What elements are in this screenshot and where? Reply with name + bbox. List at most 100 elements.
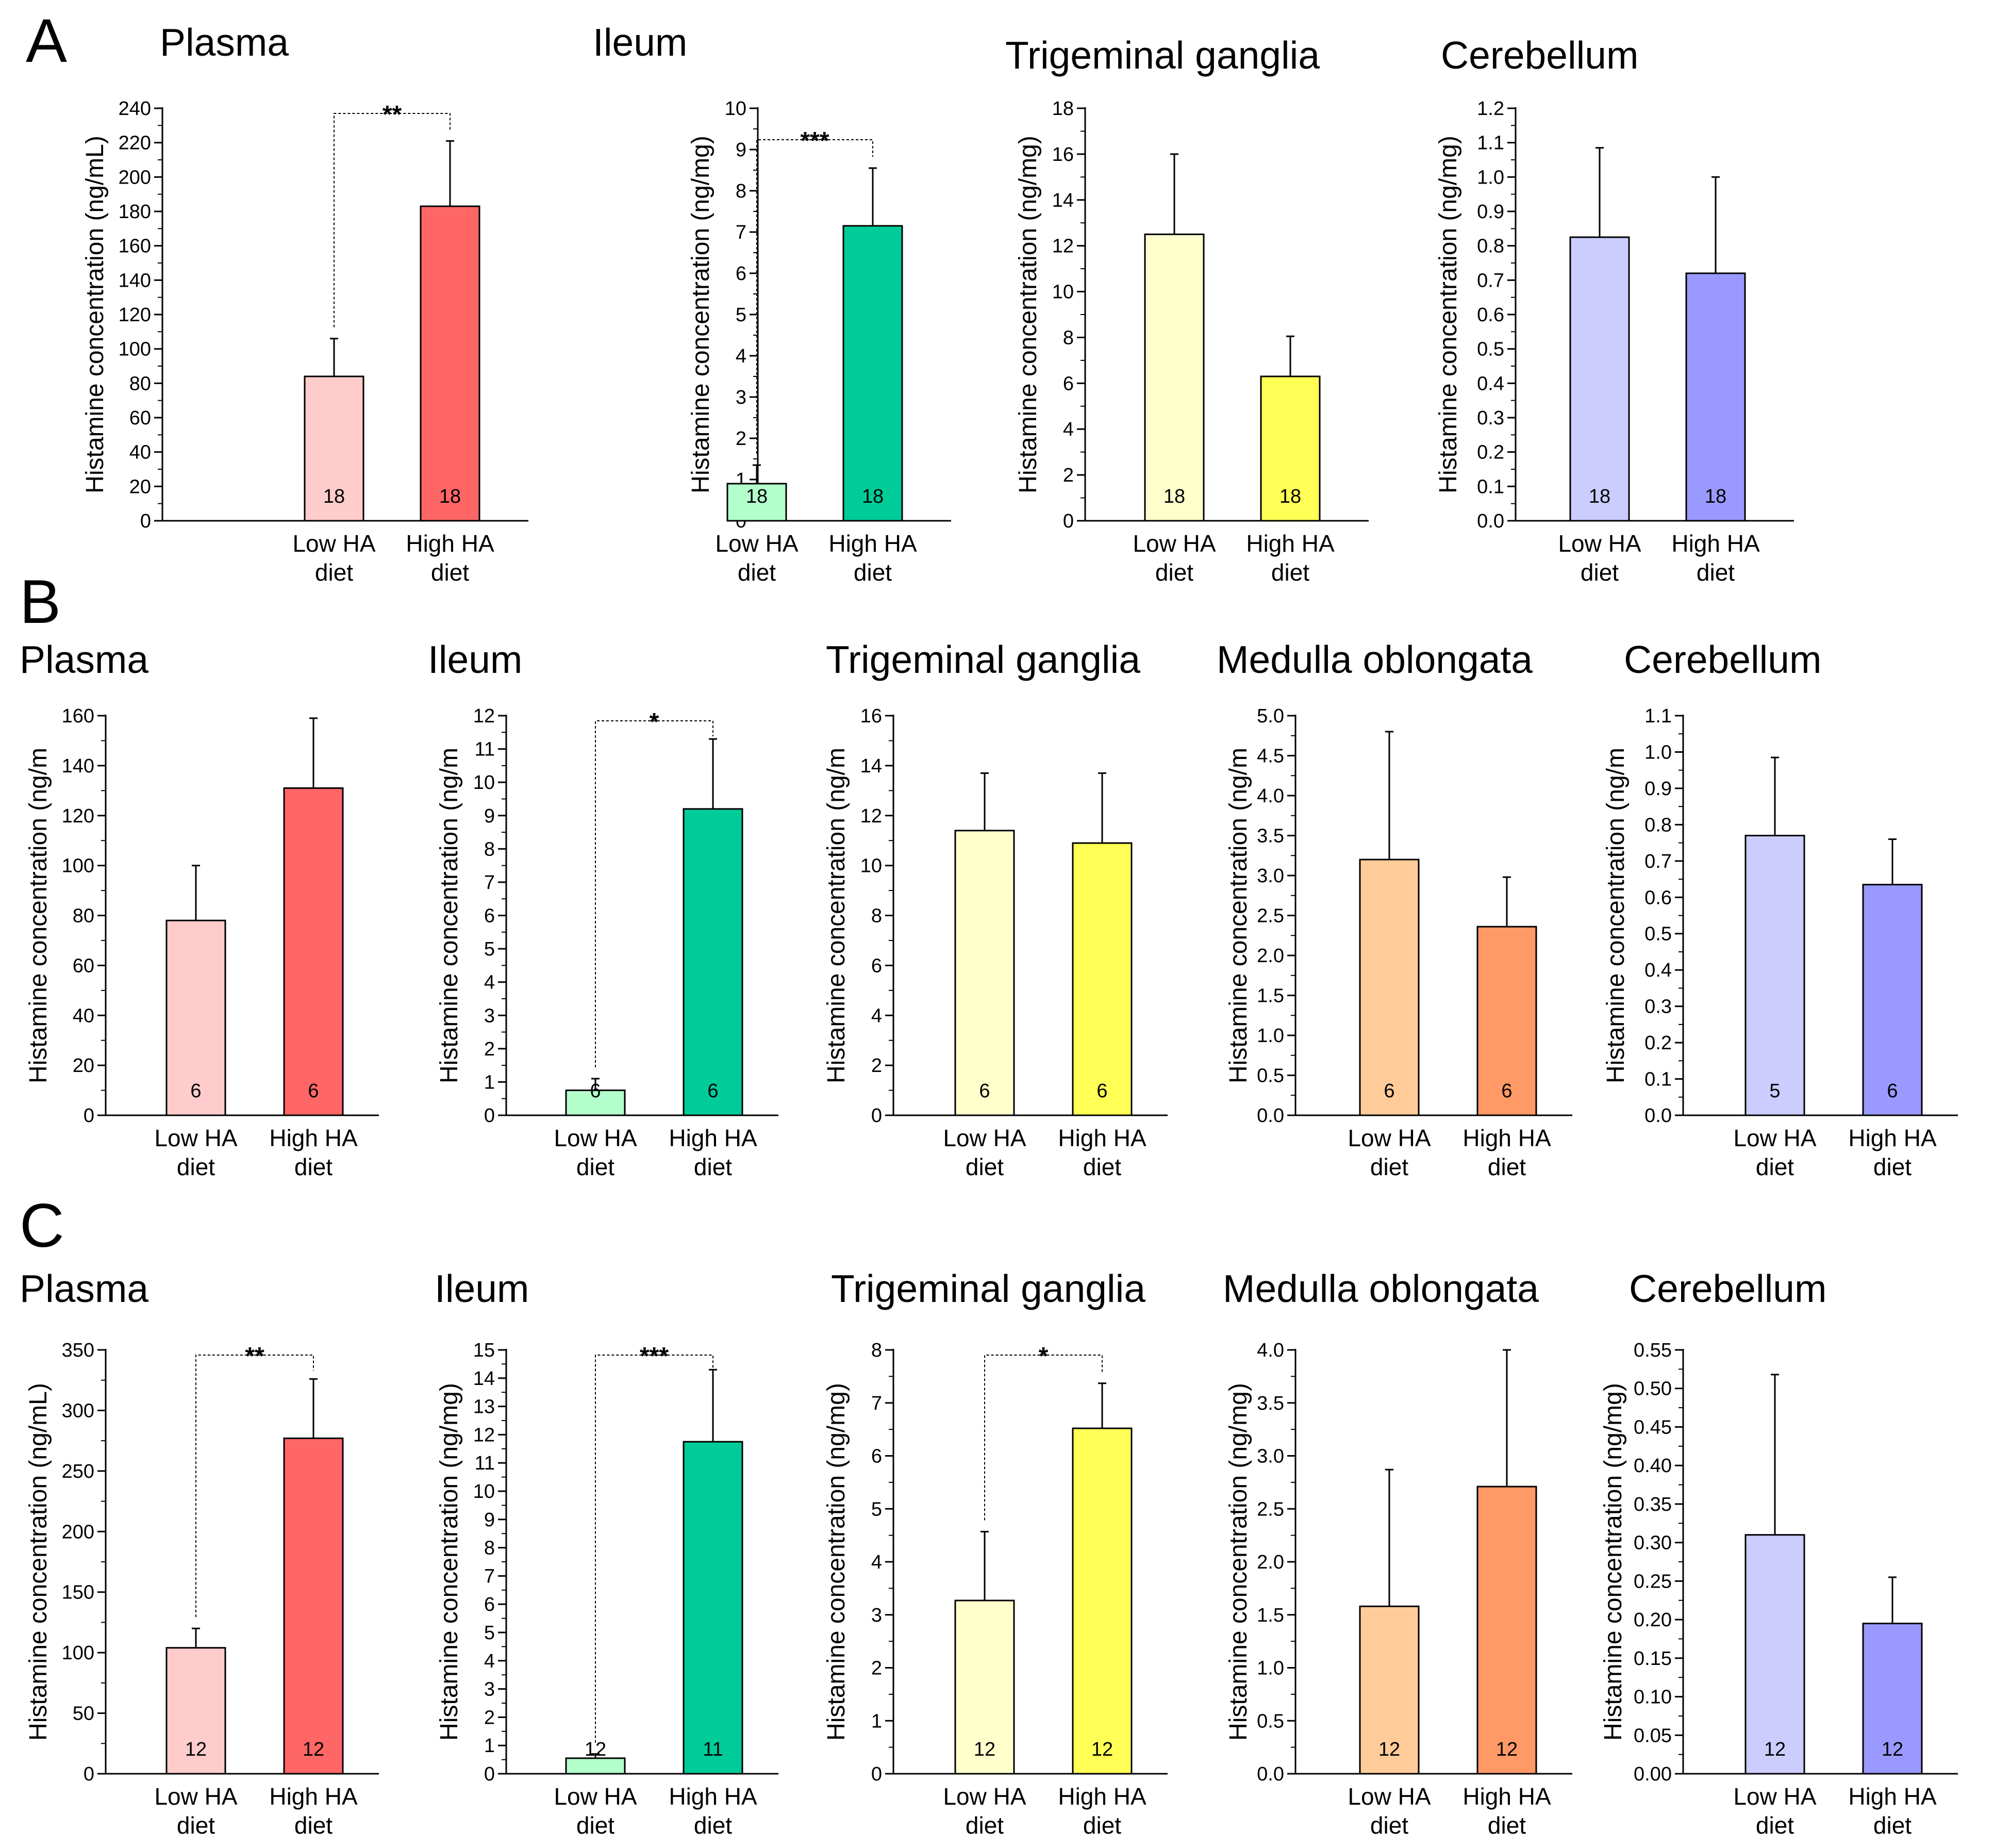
x-category-label: diet: [694, 1812, 732, 1839]
x-category-label: High HA: [669, 1125, 757, 1151]
y-tick-label: 9: [484, 805, 495, 827]
n-label: 18: [1589, 486, 1610, 507]
chart-title: Plasma: [160, 21, 289, 64]
y-tick-label: 0.5: [1477, 339, 1504, 360]
y-tick-label: 0.6: [1644, 887, 1672, 909]
y-tick-label: 14: [860, 755, 882, 777]
n-label: 18: [323, 486, 345, 507]
y-tick-label: 1.1: [1644, 705, 1672, 727]
x-category-label: High HA: [269, 1783, 358, 1810]
y-tick-label: 6: [736, 263, 746, 285]
y-tick-label: 120: [119, 304, 151, 326]
x-category-label: High HA: [1848, 1125, 1937, 1151]
chart-b-trigeminal-ganglia: Trigeminal ganglia 0 2 4 6 8 10 12 14 16 Histamine…: [823, 638, 1168, 1180]
y-tick-label: 4: [1063, 419, 1074, 440]
y-tick-label: 0: [84, 1105, 94, 1127]
bar: [1476, 1486, 1537, 1775]
significance-bracket: [334, 113, 451, 327]
x-category-label: Low HA: [1133, 530, 1216, 557]
x-category-label: High HA: [1058, 1783, 1146, 1810]
y-tick-label: 4: [484, 1651, 495, 1672]
y-tick-label: 16: [860, 705, 882, 727]
y-tick-label: 2: [871, 1055, 882, 1077]
n-label: 6: [1887, 1080, 1898, 1102]
chart-c-plasma: Plasma 0 50 100 150 200 250 300 350 Histamine con…: [20, 1267, 379, 1839]
y-tick-label: 8: [736, 180, 746, 202]
y-tick-label: 1: [871, 1710, 882, 1732]
chart-title: Trigeminal ganglia: [826, 638, 1140, 681]
n-label: 18: [1705, 486, 1726, 507]
y-tick-label: 14: [473, 1368, 495, 1390]
y-tick-label: 3.5: [1257, 1393, 1284, 1414]
significance-label: **: [245, 1343, 264, 1370]
y-axis-label: Histamine concentration (ng/mL): [25, 1383, 52, 1741]
y-tick-label: 10: [860, 855, 882, 877]
bar: [1744, 1534, 1805, 1775]
y-tick-label: 0.55: [1634, 1340, 1672, 1361]
y-tick-label: 5: [484, 1622, 495, 1644]
y-tick-label: 0: [84, 1763, 94, 1785]
x-category-label: diet: [294, 1812, 333, 1839]
bar: [1744, 835, 1805, 1116]
y-tick-label: 0: [871, 1105, 882, 1127]
x-category-label: diet: [966, 1812, 1004, 1839]
y-tick-label: 0.1: [1477, 476, 1504, 498]
y-tick-label: 160: [62, 705, 94, 727]
y-tick-label: 0.05: [1634, 1725, 1672, 1746]
bar: [1072, 842, 1133, 1116]
y-tick-label: 3: [484, 1005, 495, 1027]
chart-title: Medulla oblongata: [1223, 1267, 1539, 1310]
significance-label: *: [650, 708, 659, 736]
y-tick-label: 2: [484, 1038, 495, 1060]
chart-a-plasma: Plasma 0 20 40 60 80 100 120 140 160 180 200 220 240 H…: [81, 21, 528, 586]
significance-label: ***: [640, 1343, 669, 1370]
y-tick-label: 0.7: [1644, 851, 1672, 872]
bar: [1569, 236, 1630, 522]
y-tick-label: 4: [736, 345, 746, 367]
y-tick-label: 20: [73, 1055, 94, 1077]
y-axis-label: Histamine concentration (ng/m: [25, 748, 52, 1083]
y-tick-label: 200: [62, 1521, 94, 1543]
bar: [1359, 1605, 1420, 1775]
y-tick-label: 4: [871, 1552, 882, 1573]
y-tick-label: 6: [484, 905, 495, 927]
significance-label: **: [383, 101, 402, 128]
x-category-label: diet: [1873, 1153, 1912, 1180]
x-category-label: diet: [1271, 559, 1309, 586]
n-label: 6: [190, 1080, 201, 1102]
chart-title: Plasma: [20, 1267, 148, 1310]
charts-group: Plasma020406080100120140160180200220240H…: [20, 21, 1958, 1839]
y-tick-label: 100: [119, 339, 151, 360]
y-tick-label: 240: [119, 98, 151, 120]
n-label: 6: [1384, 1080, 1394, 1102]
x-category-label: Low HA: [943, 1783, 1026, 1810]
panel-letter-c: C: [20, 1191, 64, 1260]
y-tick-label: 7: [736, 222, 746, 243]
chart-title: Plasma: [20, 638, 148, 681]
n-label: 12: [1378, 1739, 1400, 1760]
y-tick-label: 6: [871, 1446, 882, 1467]
y-tick-label: 3: [484, 1679, 495, 1701]
significance-label: *: [1039, 1343, 1049, 1370]
y-tick-label: 4: [484, 972, 495, 994]
x-category-label: diet: [431, 559, 469, 586]
y-tick-label: 150: [62, 1582, 94, 1604]
y-tick-label: 7: [484, 1565, 495, 1587]
y-tick-label: 12: [1052, 236, 1074, 257]
y-tick-label: 8: [484, 838, 495, 860]
y-tick-label: 2.5: [1257, 905, 1284, 927]
y-tick-label: 3: [736, 387, 746, 408]
y-tick-label: 80: [73, 905, 94, 927]
n-label: 12: [1091, 1739, 1113, 1760]
n-label: 6: [1096, 1080, 1107, 1102]
y-tick-label: 100: [62, 855, 94, 877]
bar: [165, 919, 226, 1116]
y-axis-label: Histamine concentration (ng/mL): [81, 136, 109, 493]
y-tick-label: 0.2: [1477, 442, 1504, 464]
n-label: 12: [1882, 1739, 1903, 1760]
bar: [1685, 272, 1746, 522]
y-tick-label: 2: [871, 1658, 882, 1679]
x-category-label: diet: [1581, 559, 1619, 586]
y-tick-label: 8: [484, 1538, 495, 1559]
